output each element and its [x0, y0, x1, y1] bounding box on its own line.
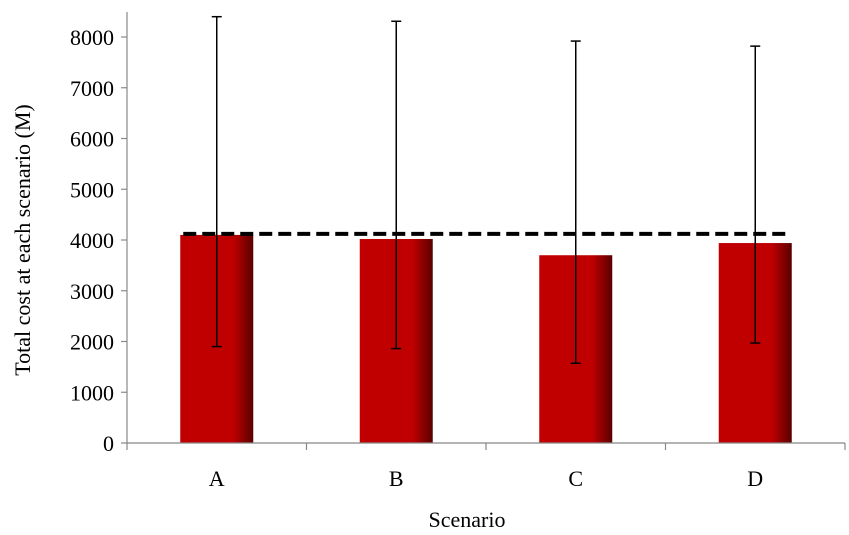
y-axis-label: Total cost at each scenario (M) [10, 104, 35, 376]
x-tick-label: A [209, 466, 225, 491]
y-tick-label: 6000 [70, 127, 114, 152]
error-bar-a [211, 15, 222, 348]
x-tick-label: D [747, 466, 763, 491]
error-bar-b [391, 20, 402, 350]
y-tick-label: 4000 [70, 228, 114, 253]
x-axis-label: Scenario [429, 507, 506, 532]
labels-layer: 0 1000 2000 3000 4000 5000 6000 7000 8000 A B C D [70, 25, 763, 491]
error-bar-c [570, 40, 581, 365]
x-tick-label: C [568, 466, 583, 491]
y-tick-label: 2000 [70, 330, 114, 355]
bars-layer [180, 234, 792, 443]
y-tick-label: 0 [103, 431, 114, 456]
y-tick-label: 5000 [70, 177, 114, 202]
y-tick-label: 1000 [70, 380, 114, 405]
error-bars-layer [211, 15, 761, 365]
y-tick-label: 8000 [70, 25, 114, 50]
error-bar-d [750, 45, 761, 344]
axes-layer [121, 12, 846, 450]
x-tick-label: B [389, 466, 404, 491]
y-tick-label: 7000 [70, 76, 114, 101]
y-tick-label: 3000 [70, 279, 114, 304]
